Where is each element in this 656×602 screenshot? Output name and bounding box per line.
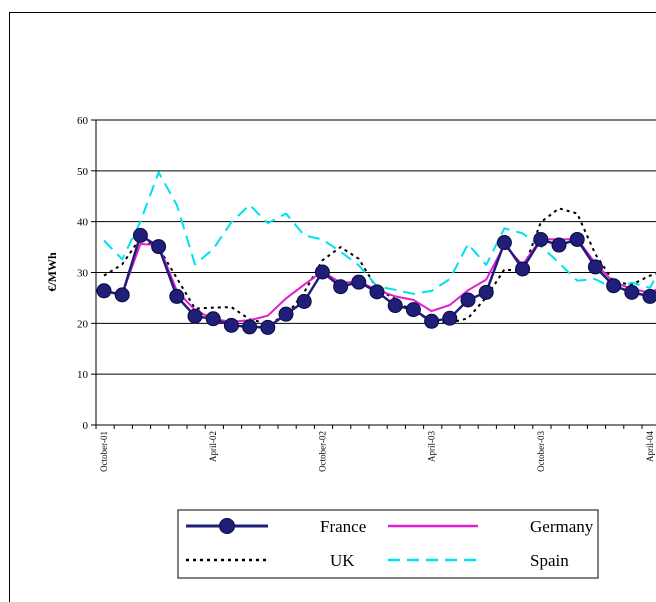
france-marker xyxy=(606,278,622,294)
legend-box xyxy=(177,509,599,579)
france-markers xyxy=(96,227,656,335)
series-line-uk xyxy=(103,207,656,325)
france-marker xyxy=(333,279,349,295)
series-line-france xyxy=(103,234,656,329)
x-tick-label: April-03 xyxy=(427,431,437,462)
france-marker xyxy=(369,284,385,300)
x-tick-label: April-02 xyxy=(208,431,218,462)
legend-label-spain: Spain xyxy=(530,551,569,570)
france-marker xyxy=(424,313,440,329)
axes: 0 10 20 30 40 50 60 October-01 April-02 October-0… xyxy=(77,115,656,472)
gridlines xyxy=(96,119,656,375)
france-marker xyxy=(387,298,403,314)
france-marker xyxy=(187,308,203,324)
y-tick-label-20: 20 xyxy=(77,318,89,330)
france-marker xyxy=(624,284,640,300)
x-tick-label: April-04 xyxy=(645,431,655,462)
france-marker xyxy=(460,292,476,308)
france-marker xyxy=(242,319,258,335)
france-marker xyxy=(151,239,167,255)
legend-marker-france xyxy=(219,518,235,534)
y-axis-label: €/MWh xyxy=(45,252,59,292)
x-tick-label: October-01 xyxy=(99,431,109,472)
france-marker xyxy=(442,310,458,326)
france-marker xyxy=(569,231,585,247)
france-marker xyxy=(96,283,112,299)
france-marker xyxy=(587,259,603,275)
france-marker xyxy=(314,264,330,280)
legend: France Germany UK Spain xyxy=(177,509,599,579)
france-marker xyxy=(551,237,567,253)
france-marker xyxy=(533,231,549,247)
france-marker xyxy=(478,284,494,300)
france-marker xyxy=(114,287,130,303)
france-marker xyxy=(260,319,276,335)
france-marker xyxy=(296,293,312,309)
france-marker xyxy=(515,261,531,277)
series-line-germany xyxy=(103,238,656,323)
legend-label-uk: UK xyxy=(330,551,355,570)
y-tick-label-10: 10 xyxy=(77,369,89,381)
series-line-spain xyxy=(103,171,656,295)
france-marker xyxy=(205,311,221,327)
y-tick-label-60: 60 xyxy=(77,115,89,127)
y-tick-label-30: 30 xyxy=(77,268,89,280)
y-tick-label-0: 0 xyxy=(83,420,89,432)
y-tick-label-40: 40 xyxy=(77,217,89,229)
y-tick-label-50: 50 xyxy=(77,166,89,178)
x-tick-label: October-02 xyxy=(317,431,327,472)
chart-frame xyxy=(9,12,656,602)
france-marker xyxy=(132,227,148,243)
france-marker xyxy=(223,317,239,333)
france-marker xyxy=(351,274,367,290)
x-tick-label: October-03 xyxy=(536,431,546,472)
france-marker xyxy=(642,288,656,304)
france-marker xyxy=(169,288,185,304)
france-marker xyxy=(278,306,294,322)
france-marker xyxy=(405,302,421,318)
series-lines xyxy=(103,171,656,329)
legend-label-germany: Germany xyxy=(530,517,594,536)
france-marker xyxy=(496,235,512,251)
legend-label-france: France xyxy=(320,517,366,536)
